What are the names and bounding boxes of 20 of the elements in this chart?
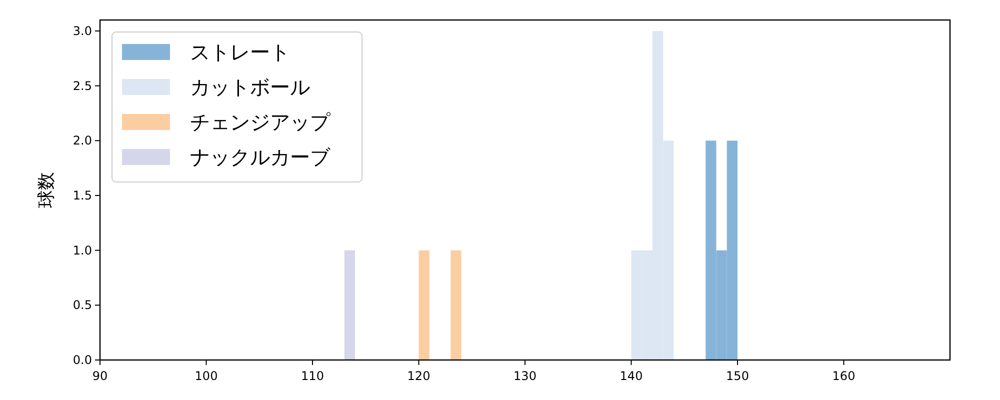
x-tick-label: 160 [832, 369, 856, 383]
x-tick-label: 150 [726, 369, 749, 383]
legend-label: ナックルカーブ [190, 145, 331, 169]
x-tick-label: 110 [301, 369, 324, 383]
x-tick-label: 120 [407, 369, 430, 383]
legend-label: チェンジアップ [190, 110, 331, 134]
legend-label: ストレート [190, 40, 290, 64]
x-tick-label: 90 [92, 369, 108, 383]
y-tick-label: 2.5 [72, 78, 92, 93]
x-tick-label: 140 [620, 369, 643, 383]
x-tick-label: 130 [514, 369, 536, 383]
y-tick-label: 0.0 [72, 353, 92, 367]
y-tick-label: 1.5 [72, 188, 92, 202]
legend-label: カットボール [190, 75, 310, 99]
y-axis-title: 球数 [36, 172, 57, 208]
y-tick-label: 0.5 [72, 298, 92, 312]
y-tick-label: 3.0 [72, 24, 92, 38]
y-tick-label: 1.0 [72, 243, 92, 258]
x-tick-label: 100 [194, 369, 218, 383]
y-tick-label: 2.0 [72, 134, 92, 148]
